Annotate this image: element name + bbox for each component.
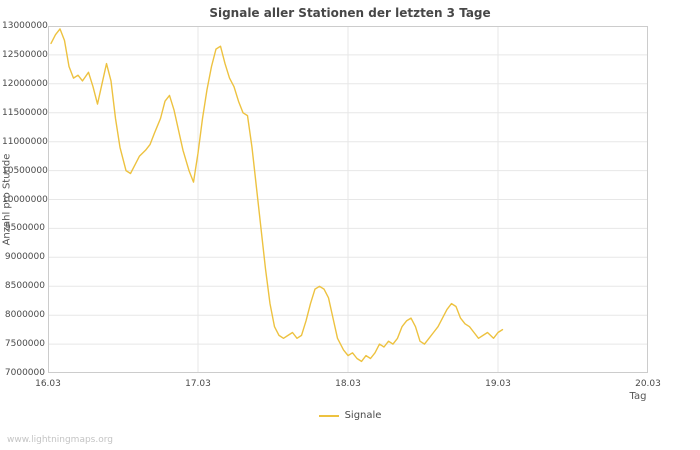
y-tick-label: 10500000: [2, 165, 48, 176]
x-tick-label: 20.03: [635, 379, 661, 389]
x-tick-label: 17.03: [185, 379, 211, 389]
y-tick-label: 8500000: [4, 281, 45, 292]
series-line-signale: [50, 28, 504, 363]
y-tick-label: 13000000: [2, 21, 48, 31]
y-tick-label: 7000000: [4, 368, 45, 378]
plot-frame: [48, 26, 648, 373]
x-tick-label: 16.03: [35, 379, 61, 389]
legend: Signale: [0, 410, 700, 421]
y-tick-label: 10000000: [2, 194, 48, 205]
x-tick-label: 19.03: [485, 379, 511, 389]
y-tick-label: 12500000: [2, 49, 48, 60]
legend-label: Signale: [344, 410, 382, 421]
y-tick-label: 8000000: [4, 310, 45, 321]
y-tick-label: 11000000: [2, 136, 48, 147]
y-tick-label: 7500000: [4, 339, 45, 350]
y-tick-label: 9500000: [4, 223, 45, 234]
legend-line-swatch: [318, 414, 339, 417]
x-tick-label: 18.03: [335, 379, 361, 389]
y-tick-label: 12000000: [2, 78, 48, 89]
plot-area: [48, 26, 648, 373]
y-tick-label: 11500000: [2, 107, 48, 118]
x-axis-label: Tag: [629, 391, 647, 402]
y-tick-label: 9000000: [4, 252, 45, 263]
chart-title: Signale aller Stationen der letzten 3 Ta…: [209, 6, 491, 20]
watermark: www.lightningmaps.org: [7, 435, 113, 445]
y-axis-label: Anzahl pro Stunde: [1, 153, 13, 246]
